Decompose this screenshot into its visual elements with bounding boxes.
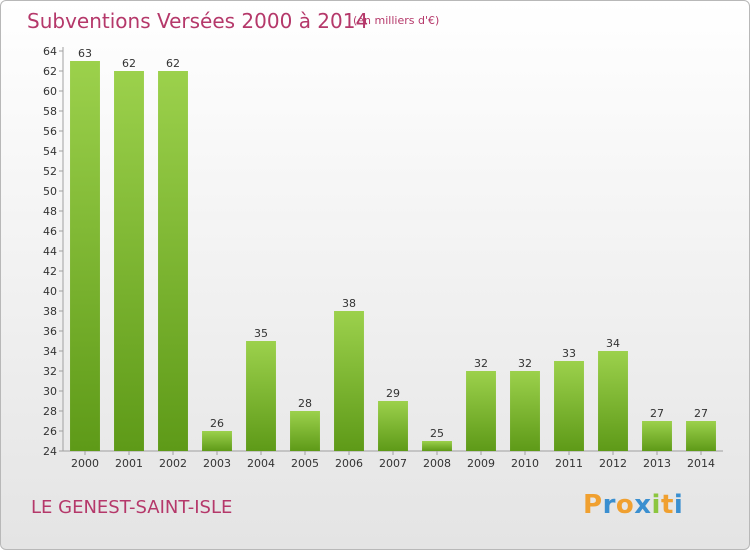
chart-title: Subventions Versées 2000 à 2014 xyxy=(27,9,369,33)
bar xyxy=(598,351,628,451)
bar xyxy=(378,401,408,451)
y-tick-label: 32 xyxy=(43,365,57,378)
x-tick-label: 2008 xyxy=(423,457,451,470)
x-axis: 2000 2001 2002 2003 2004 2005 2006 2007 2008 2009… xyxy=(63,450,723,470)
x-tick-label: 2002 xyxy=(159,457,187,470)
bar xyxy=(422,441,452,451)
logo-letter: P xyxy=(583,490,603,520)
bar xyxy=(686,421,716,451)
data-label: 32 xyxy=(518,357,532,370)
y-tick-label: 30 xyxy=(43,385,57,398)
data-label: 33 xyxy=(562,347,576,360)
y-tick-label: 34 xyxy=(43,345,57,358)
data-label: 35 xyxy=(254,327,268,340)
bar xyxy=(290,411,320,451)
logo-letter: t xyxy=(660,490,674,520)
y-tick-label: 64 xyxy=(43,45,57,58)
y-tick-label: 28 xyxy=(43,405,57,418)
x-tick-label: 2011 xyxy=(555,457,583,470)
bar xyxy=(510,371,540,451)
x-tick-label: 2005 xyxy=(291,457,319,470)
city-name: LE GENEST-SAINT-ISLE xyxy=(31,497,233,518)
logo-letter: i xyxy=(651,490,661,520)
bar xyxy=(70,61,100,451)
y-axis: 24 26 28 30 32 34 36 38 40 42 44 46 48 50 52 54 56 58 60 62… xyxy=(43,45,64,458)
y-tick-label: 40 xyxy=(43,285,57,298)
bar xyxy=(642,421,672,451)
y-tick-label: 62 xyxy=(43,65,57,78)
data-label: 34 xyxy=(606,337,620,350)
x-tick-label: 2000 xyxy=(71,457,99,470)
data-label: 25 xyxy=(430,427,444,440)
bar xyxy=(334,311,364,451)
y-tick-label: 24 xyxy=(43,445,57,458)
x-tick-label: 2009 xyxy=(467,457,495,470)
data-label: 27 xyxy=(650,407,664,420)
y-tick-label: 42 xyxy=(43,265,57,278)
bar xyxy=(158,71,188,451)
x-tick-label: 2012 xyxy=(599,457,627,470)
x-tick-label: 2007 xyxy=(379,457,407,470)
bar xyxy=(246,341,276,451)
bar xyxy=(466,371,496,451)
y-tick-label: 56 xyxy=(43,125,57,138)
proxiti-logo[interactable]: Proxiti xyxy=(583,490,683,520)
logo-letter: o xyxy=(615,490,635,520)
y-tick-label: 36 xyxy=(43,325,57,338)
x-tick-label: 2003 xyxy=(203,457,231,470)
y-tick-label: 54 xyxy=(43,145,57,158)
x-tick-label: 2014 xyxy=(687,457,715,470)
data-label: 28 xyxy=(298,397,312,410)
y-tick-label: 58 xyxy=(43,105,57,118)
data-label: 29 xyxy=(386,387,400,400)
bar xyxy=(202,431,232,451)
data-label: 63 xyxy=(78,47,92,60)
x-tick-label: 2006 xyxy=(335,457,363,470)
y-tick-label: 50 xyxy=(43,185,57,198)
data-label: 26 xyxy=(210,417,224,430)
y-tick-label: 44 xyxy=(43,245,57,258)
x-tick-label: 2013 xyxy=(643,457,671,470)
x-tick-label: 2010 xyxy=(511,457,539,470)
y-tick-label: 60 xyxy=(43,85,57,98)
bar xyxy=(114,71,144,451)
x-tick-label: 2004 xyxy=(247,457,275,470)
data-label: 38 xyxy=(342,297,356,310)
y-tick-label: 38 xyxy=(43,305,57,318)
logo-letter: x xyxy=(634,490,652,520)
y-tick-label: 26 xyxy=(43,425,57,438)
y-tick-label: 46 xyxy=(43,225,57,238)
logo-letter: r xyxy=(602,490,616,520)
chart-subtitle: (en milliers d'€) xyxy=(353,14,440,27)
data-label: 62 xyxy=(166,57,180,70)
x-tick-label: 2001 xyxy=(115,457,143,470)
data-label: 27 xyxy=(694,407,708,420)
y-tick-label: 52 xyxy=(43,165,57,178)
data-label: 62 xyxy=(122,57,136,70)
bars: 63 62 62 26 35 28 38 29 25 32 32 33 34 27 27 xyxy=(70,47,716,451)
data-label: 32 xyxy=(474,357,488,370)
y-tick-label: 48 xyxy=(43,205,57,218)
bar xyxy=(554,361,584,451)
logo-letter: i xyxy=(673,490,684,520)
